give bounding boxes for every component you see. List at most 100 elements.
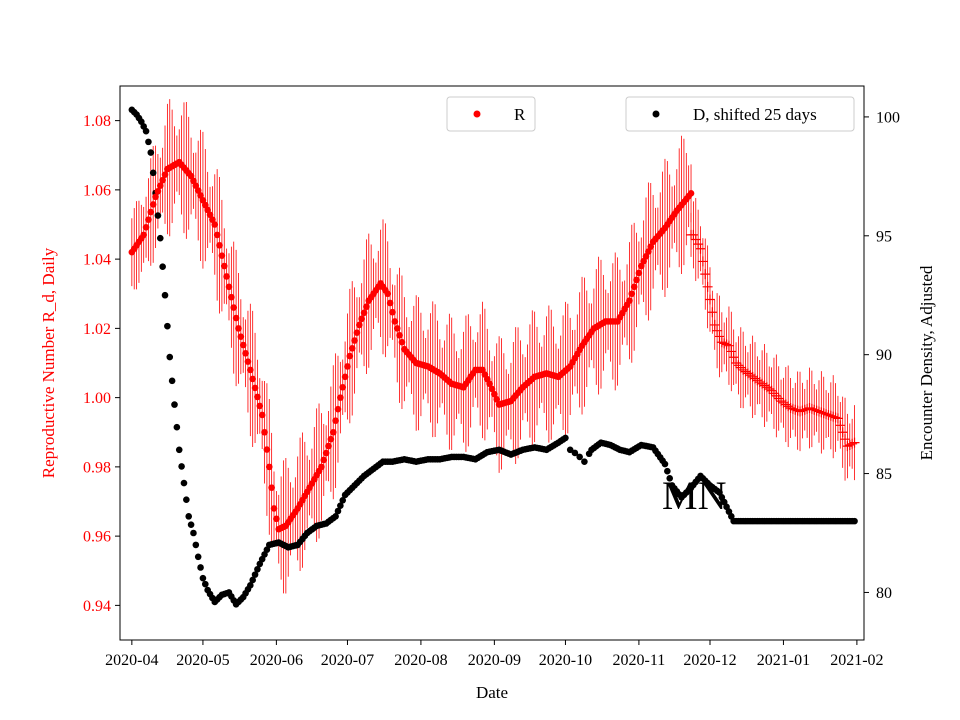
- x-tick-label: 2020-06: [250, 652, 303, 669]
- y-left-tick-label: 1.00: [83, 390, 111, 407]
- x-tick-label: 2021-01: [757, 652, 810, 669]
- r-point: [339, 383, 347, 391]
- r-projected-point: [844, 439, 855, 450]
- d-point: [166, 353, 174, 361]
- r-projected-point: [693, 239, 704, 250]
- d-point: [145, 138, 152, 146]
- r-point: [213, 231, 221, 239]
- d-point: [201, 580, 209, 588]
- y-left-tick-label: 1.04: [83, 252, 111, 269]
- r-projected-point: [731, 358, 742, 368]
- y-right-tick-label: 80: [876, 585, 892, 602]
- r-projected-point: [702, 281, 713, 292]
- r-projected-point: [733, 360, 744, 371]
- y-left-tick-label: 0.94: [83, 598, 111, 615]
- y-right-axis-label: Encounter Density, Adjusted: [917, 265, 936, 460]
- r-projected-point: [785, 403, 796, 414]
- d-point: [175, 446, 183, 454]
- r-point: [273, 515, 280, 523]
- r-series-points: [128, 158, 695, 533]
- r-projected-point: [728, 352, 739, 363]
- d-point: [664, 467, 671, 475]
- r-point: [261, 428, 268, 436]
- plot-frame: [119, 85, 865, 641]
- r-projected-point: [795, 406, 806, 417]
- d-point: [337, 502, 344, 509]
- d-point: [247, 582, 254, 589]
- d-point: [190, 529, 197, 537]
- r-projected-point: [797, 405, 808, 416]
- r-point: [230, 304, 238, 311]
- r-point: [235, 325, 242, 332]
- x-axis-ticks: 2020-04 2020-05 2020-06 2020-07 2020-08 2020-…: [105, 640, 884, 669]
- r-point: [358, 315, 365, 323]
- r-projected-point: [818, 408, 829, 419]
- r-projected-point: [799, 404, 810, 415]
- r-point: [156, 182, 164, 190]
- r-projected-point: [787, 403, 798, 414]
- legend-d-marker: [652, 110, 660, 118]
- legend-d: D, shifted 25 days: [625, 96, 855, 132]
- r-point: [486, 380, 493, 388]
- r-point: [223, 273, 230, 280]
- d-point: [180, 479, 188, 487]
- r-error-bars: [131, 99, 692, 594]
- r-point: [628, 290, 636, 298]
- r-projected-point: [723, 340, 734, 351]
- r-point: [232, 314, 240, 322]
- d-series-points: [128, 106, 858, 608]
- r-point: [360, 309, 368, 317]
- d-point: [339, 497, 347, 504]
- r-projected-point: [721, 339, 732, 350]
- r-point: [322, 449, 330, 457]
- r-projected-point: [771, 390, 782, 401]
- d-point: [154, 212, 162, 219]
- y-right-tick-label: 90: [876, 347, 892, 364]
- x-tick-label: 2020-04: [105, 652, 158, 669]
- y-left-tick-label: 1.02: [83, 321, 111, 338]
- d-point: [147, 149, 155, 156]
- r-point: [244, 358, 252, 365]
- r-projected-point: [688, 229, 699, 240]
- r-point: [337, 394, 344, 401]
- r-projected-point: [842, 441, 853, 452]
- r-projected-point: [790, 404, 801, 415]
- r-point: [228, 293, 235, 301]
- r-projected-point: [811, 405, 822, 416]
- legend-r-marker: [473, 110, 481, 118]
- d-point: [197, 564, 204, 571]
- d-point: [171, 401, 178, 408]
- d-point: [576, 453, 583, 461]
- r-point: [149, 201, 157, 208]
- r-point: [247, 366, 254, 374]
- r-projected-point: [714, 331, 725, 342]
- y-right-tick-label: 85: [876, 466, 892, 483]
- r-point: [218, 252, 226, 259]
- r-point: [216, 241, 223, 249]
- d-point: [851, 517, 858, 525]
- r-projected-point: [840, 434, 851, 445]
- r-point: [334, 405, 342, 413]
- r-point: [239, 341, 247, 349]
- d-point: [183, 496, 190, 504]
- r-projected-point: [735, 362, 746, 373]
- r-projected-point: [697, 256, 708, 267]
- y-left-tick-label: 0.96: [83, 529, 111, 546]
- y-left-tick-label: 0.98: [83, 459, 111, 476]
- r-point: [249, 375, 256, 383]
- y-right-axis-ticks: 80 85 90 95 100: [864, 109, 900, 602]
- r-projected-point: [695, 243, 706, 254]
- d-point: [185, 513, 193, 520]
- r-point: [320, 456, 328, 464]
- x-tick-label: 2020-07: [321, 652, 374, 669]
- d-point: [199, 574, 207, 582]
- d-point: [178, 463, 185, 470]
- d-point: [332, 513, 339, 520]
- r-point: [211, 221, 219, 228]
- r-point: [332, 417, 339, 425]
- d-point: [156, 234, 164, 242]
- y-right-tick-label: 95: [876, 228, 892, 245]
- x-tick-label: 2021-02: [830, 652, 883, 669]
- r-projected-point: [816, 407, 827, 418]
